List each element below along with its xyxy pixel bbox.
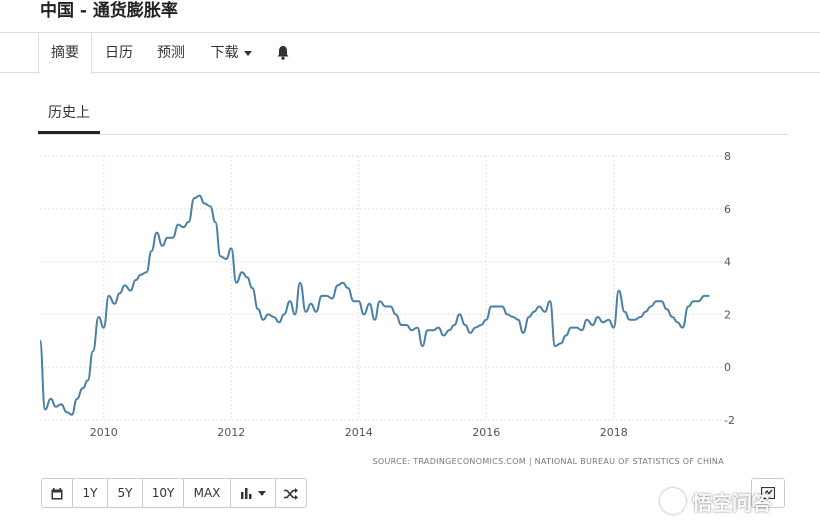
- tab-download-label: 下载: [210, 45, 239, 61]
- y-tick-label: 0: [724, 361, 731, 374]
- y-axis: 8 6 4 2 0 -2: [724, 150, 735, 427]
- y-tick-label: 8: [724, 150, 731, 163]
- watermark-logo-icon: [660, 488, 686, 514]
- y-tick-label: 4: [724, 256, 731, 269]
- inflation-series-line: [39, 194, 710, 416]
- tab-notify[interactable]: [268, 33, 298, 74]
- subtab-bar: 历史上: [38, 96, 788, 135]
- watermark: 悟空问答: [660, 484, 810, 518]
- x-tick-label: 2016: [472, 426, 500, 439]
- range-10y-button[interactable]: 10Y: [142, 478, 184, 508]
- y-tick-label: 2: [724, 308, 731, 321]
- range-5y-button[interactable]: 5Y: [107, 478, 143, 508]
- tab-summary[interactable]: 摘要: [38, 32, 92, 74]
- bar-chart-icon: [240, 488, 251, 499]
- range-max-button[interactable]: MAX: [183, 478, 231, 508]
- grid-layer: [40, 155, 724, 421]
- chart-toolbar: 1Y 5Y 10Y MAX: [41, 478, 307, 508]
- y-tick-label: -2: [724, 414, 735, 427]
- embed-button[interactable]: [751, 478, 785, 508]
- x-tick-label: 2012: [217, 426, 245, 439]
- nav-bar: 摘要 日历 预测 下载: [0, 32, 820, 74]
- calendar-icon: [51, 487, 63, 499]
- x-axis: 2010 2012 2014 2016 2018: [90, 426, 628, 439]
- x-tick-label: 2014: [345, 426, 373, 439]
- page-title: 中国 - 通货膨胀率: [40, 1, 178, 21]
- inflation-line-chart: 2010 2012 2014 2016 2018 8 6 4 2 0 -2 SOURCE: TRA…: [39, 150, 735, 466]
- tab-forecast-label: 预测: [157, 45, 185, 61]
- x-tick-label: 2018: [600, 426, 628, 439]
- chevron-down-icon: [243, 50, 252, 56]
- calendar-button[interactable]: [41, 478, 73, 508]
- chart-panel: 2010 2012 2014 2016 2018 8 6 4 2 0 -2 SOURCE: TRA…: [39, 140, 786, 470]
- tab-summary-label: 摘要: [51, 45, 79, 61]
- y-tick-label: 6: [724, 203, 731, 216]
- chart-type-button[interactable]: [230, 478, 276, 508]
- range-1y-button[interactable]: 1Y: [72, 478, 108, 508]
- tab-forecast[interactable]: 预测: [148, 33, 194, 74]
- x-tick-label: 2010: [90, 426, 118, 439]
- chevron-down-icon: [257, 491, 266, 496]
- tab-download[interactable]: 下载: [200, 33, 262, 74]
- shuffle-icon: [284, 487, 298, 500]
- series-layer: [39, 194, 710, 416]
- tab-calendar[interactable]: 日历: [96, 33, 142, 74]
- subtab-history[interactable]: 历史上: [38, 96, 100, 134]
- subtab-history-label: 历史上: [48, 105, 90, 121]
- bell-icon: [277, 46, 289, 60]
- embed-icon: [761, 487, 775, 499]
- tab-calendar-label: 日历: [105, 45, 133, 61]
- watermark-text: 悟空问答: [692, 490, 772, 515]
- compare-button[interactable]: [275, 478, 307, 508]
- source-note: SOURCE: TRADINGECONOMICS.COM | NATIONAL …: [373, 457, 725, 466]
